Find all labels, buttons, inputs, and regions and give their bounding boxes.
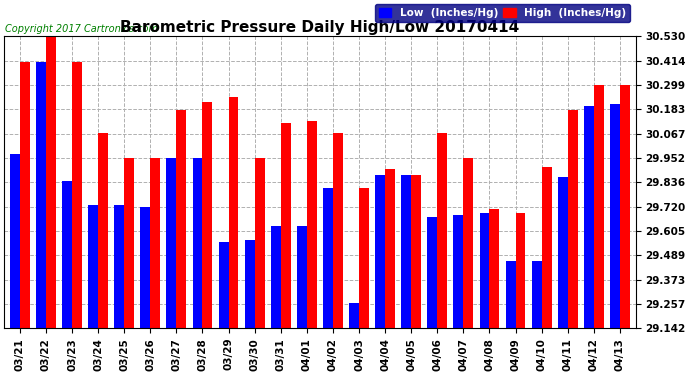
Bar (219, 242, 228, 328)
Bar (480, 213, 489, 328)
Title: Barometric Pressure Daily High/Low 20170414: Barometric Pressure Daily High/Low 20170… (120, 20, 520, 35)
Bar (98, 133, 108, 328)
Bar (437, 133, 447, 328)
Bar (166, 158, 177, 328)
Bar (542, 167, 551, 328)
Bar (228, 98, 239, 328)
Bar (375, 175, 385, 328)
Bar (385, 169, 395, 328)
Bar (359, 188, 369, 328)
Bar (193, 158, 202, 328)
Bar (255, 158, 264, 328)
Bar (610, 104, 620, 328)
Bar (307, 120, 317, 328)
Bar (115, 205, 124, 328)
Bar (323, 188, 333, 328)
Bar (62, 182, 72, 328)
Bar (584, 106, 594, 328)
Legend: Low  (Inches/Hg), High  (Inches/Hg): Low (Inches/Hg), High (Inches/Hg) (375, 4, 631, 22)
Bar (10, 154, 20, 328)
Bar (515, 213, 526, 328)
Bar (88, 205, 98, 328)
Bar (150, 158, 160, 328)
Bar (464, 158, 473, 328)
Bar (140, 207, 150, 328)
Bar (594, 85, 604, 328)
Bar (402, 175, 411, 328)
Bar (558, 177, 568, 328)
Bar (245, 240, 255, 328)
Bar (72, 62, 82, 328)
Bar (177, 110, 186, 328)
Text: Copyright 2017 Cartronics.com: Copyright 2017 Cartronics.com (6, 24, 159, 34)
Bar (281, 123, 290, 328)
Bar (202, 102, 213, 328)
Bar (20, 62, 30, 328)
Bar (271, 226, 281, 328)
Bar (532, 261, 542, 328)
Bar (46, 36, 56, 328)
Bar (489, 209, 500, 328)
Bar (333, 133, 343, 328)
Bar (506, 261, 515, 328)
Bar (568, 110, 578, 328)
Bar (297, 226, 307, 328)
Bar (36, 62, 46, 328)
Bar (453, 215, 464, 328)
Bar (620, 85, 630, 328)
Bar (349, 303, 359, 328)
Bar (124, 158, 134, 328)
Bar (427, 217, 437, 328)
Bar (411, 175, 421, 328)
